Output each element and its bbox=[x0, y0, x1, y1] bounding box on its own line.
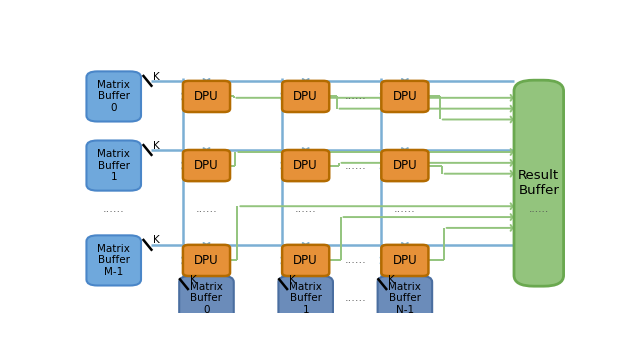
Text: ......: ...... bbox=[103, 204, 125, 214]
Text: K: K bbox=[190, 275, 196, 285]
Text: Matrix
Buffer
1: Matrix Buffer 1 bbox=[289, 282, 322, 315]
FancyBboxPatch shape bbox=[381, 81, 428, 112]
FancyBboxPatch shape bbox=[378, 276, 432, 321]
FancyBboxPatch shape bbox=[282, 150, 329, 181]
FancyBboxPatch shape bbox=[278, 276, 333, 321]
Text: ......: ...... bbox=[295, 204, 317, 214]
FancyBboxPatch shape bbox=[86, 235, 141, 285]
Text: ......: ...... bbox=[344, 293, 366, 303]
FancyBboxPatch shape bbox=[381, 150, 428, 181]
Text: Matrix
Buffer
M-1: Matrix Buffer M-1 bbox=[97, 244, 130, 277]
Text: ......: ...... bbox=[344, 92, 366, 101]
Text: K: K bbox=[154, 235, 160, 245]
FancyBboxPatch shape bbox=[183, 150, 230, 181]
Text: K: K bbox=[154, 71, 160, 82]
Text: DPU: DPU bbox=[194, 90, 219, 103]
Text: ......: ...... bbox=[394, 204, 416, 214]
Text: ......: ...... bbox=[344, 256, 366, 265]
FancyBboxPatch shape bbox=[179, 276, 234, 321]
FancyBboxPatch shape bbox=[86, 140, 141, 191]
FancyBboxPatch shape bbox=[86, 71, 141, 121]
Text: DPU: DPU bbox=[194, 159, 219, 172]
Text: DPU: DPU bbox=[293, 254, 318, 267]
Text: DPU: DPU bbox=[293, 90, 318, 103]
FancyBboxPatch shape bbox=[282, 245, 329, 276]
FancyBboxPatch shape bbox=[282, 81, 329, 112]
Text: DPU: DPU bbox=[194, 254, 219, 267]
Text: DPU: DPU bbox=[392, 90, 417, 103]
Text: K: K bbox=[388, 275, 395, 285]
Text: Matrix
Buffer
N-1: Matrix Buffer N-1 bbox=[388, 282, 421, 315]
FancyBboxPatch shape bbox=[183, 245, 230, 276]
Text: DPU: DPU bbox=[392, 159, 417, 172]
Text: Matrix
Buffer
0: Matrix Buffer 0 bbox=[97, 80, 130, 113]
Text: ......: ...... bbox=[196, 204, 218, 214]
FancyBboxPatch shape bbox=[514, 80, 564, 286]
Text: DPU: DPU bbox=[293, 159, 318, 172]
Text: Matrix
Buffer
0: Matrix Buffer 0 bbox=[190, 282, 223, 315]
Text: Result
Buffer: Result Buffer bbox=[518, 169, 559, 197]
Text: DPU: DPU bbox=[392, 254, 417, 267]
FancyBboxPatch shape bbox=[381, 245, 428, 276]
Text: K: K bbox=[154, 140, 160, 151]
Text: K: K bbox=[289, 275, 296, 285]
Text: ......: ...... bbox=[344, 161, 366, 171]
Text: ......: ...... bbox=[529, 204, 549, 214]
Text: Matrix
Buffer
1: Matrix Buffer 1 bbox=[97, 149, 130, 182]
FancyBboxPatch shape bbox=[183, 81, 230, 112]
